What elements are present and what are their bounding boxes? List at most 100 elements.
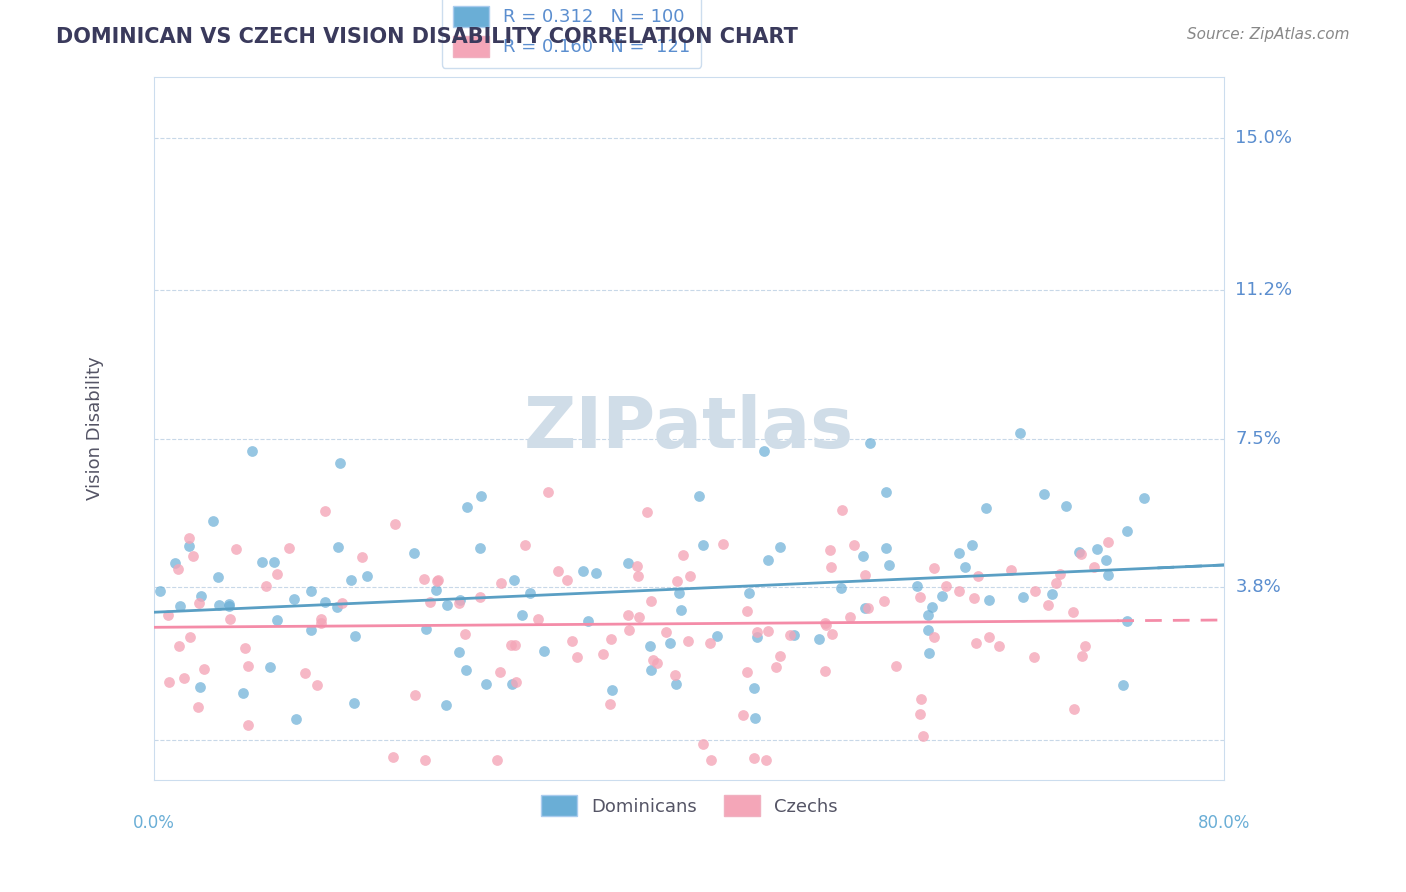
Point bbox=[299, 583, 322, 598]
Point bbox=[314, 595, 336, 609]
Text: 80.0%: 80.0% bbox=[1198, 814, 1250, 832]
Point bbox=[340, 573, 363, 587]
Point bbox=[699, 636, 721, 650]
Point bbox=[820, 542, 842, 557]
Point bbox=[742, 751, 765, 765]
Point bbox=[218, 599, 240, 613]
Point bbox=[252, 555, 274, 569]
Point bbox=[884, 658, 907, 673]
Point bbox=[1097, 568, 1119, 582]
Point bbox=[1097, 535, 1119, 549]
Point bbox=[456, 500, 478, 515]
Point bbox=[967, 569, 990, 583]
Point bbox=[735, 665, 758, 679]
Point bbox=[537, 485, 560, 500]
Point bbox=[1083, 560, 1105, 574]
Point bbox=[309, 616, 332, 631]
Point bbox=[1063, 702, 1085, 716]
Point bbox=[877, 558, 900, 573]
Point bbox=[179, 630, 201, 644]
Point bbox=[236, 718, 259, 732]
Point bbox=[254, 578, 277, 592]
Point bbox=[737, 586, 759, 600]
Point bbox=[1049, 566, 1071, 581]
Point bbox=[679, 568, 702, 582]
Point bbox=[527, 612, 550, 626]
Point bbox=[918, 646, 941, 660]
Point bbox=[436, 598, 458, 612]
Legend: Dominicans, Czechs: Dominicans, Czechs bbox=[530, 784, 849, 827]
Point bbox=[917, 623, 939, 637]
Point bbox=[636, 505, 658, 519]
Point bbox=[924, 561, 946, 575]
Point bbox=[284, 713, 307, 727]
Text: 0.0%: 0.0% bbox=[134, 814, 176, 832]
Point bbox=[167, 639, 190, 653]
Point bbox=[328, 540, 350, 554]
Point bbox=[783, 628, 806, 642]
Point bbox=[910, 691, 932, 706]
Point bbox=[193, 662, 215, 676]
Point bbox=[665, 677, 688, 691]
Point bbox=[412, 572, 434, 586]
Point bbox=[489, 665, 512, 679]
Text: Source: ZipAtlas.com: Source: ZipAtlas.com bbox=[1187, 27, 1350, 42]
Point bbox=[935, 579, 957, 593]
Point bbox=[856, 601, 879, 615]
Point bbox=[948, 584, 970, 599]
Point bbox=[1024, 583, 1046, 598]
Point bbox=[486, 753, 509, 767]
Point bbox=[669, 603, 692, 617]
Point bbox=[813, 665, 835, 679]
Point bbox=[1062, 606, 1084, 620]
Point bbox=[381, 750, 404, 764]
Point bbox=[576, 614, 599, 628]
Point bbox=[1022, 650, 1045, 665]
Point bbox=[190, 589, 212, 603]
Point bbox=[745, 625, 768, 640]
Point bbox=[309, 612, 332, 626]
Point bbox=[299, 624, 322, 638]
Point bbox=[402, 546, 425, 560]
Point bbox=[908, 707, 931, 722]
Point bbox=[931, 589, 953, 603]
Point bbox=[706, 629, 728, 643]
Point bbox=[747, 630, 769, 644]
Point bbox=[831, 503, 853, 517]
Point bbox=[188, 680, 211, 694]
Point bbox=[688, 489, 710, 503]
Point bbox=[207, 570, 229, 584]
Point bbox=[177, 531, 200, 545]
Point bbox=[807, 632, 830, 647]
Point bbox=[503, 638, 526, 652]
Point bbox=[813, 615, 835, 630]
Point bbox=[419, 595, 441, 609]
Point bbox=[426, 574, 449, 588]
Point bbox=[501, 677, 523, 691]
Point bbox=[692, 737, 714, 751]
Point bbox=[965, 636, 987, 650]
Point bbox=[592, 647, 614, 661]
Point bbox=[1040, 586, 1063, 600]
Point bbox=[456, 664, 478, 678]
Point bbox=[166, 562, 188, 576]
Point bbox=[454, 627, 477, 641]
Point bbox=[779, 627, 801, 641]
Point bbox=[668, 585, 690, 599]
Point bbox=[561, 634, 583, 648]
Point bbox=[1112, 678, 1135, 692]
Point bbox=[413, 753, 436, 767]
Text: 7.5%: 7.5% bbox=[1236, 430, 1281, 448]
Point bbox=[1045, 575, 1067, 590]
Point bbox=[917, 608, 939, 623]
Point bbox=[263, 555, 285, 569]
Point bbox=[912, 729, 935, 743]
Point bbox=[627, 568, 650, 582]
Point bbox=[470, 541, 492, 556]
Point bbox=[853, 568, 876, 582]
Point bbox=[1071, 648, 1094, 663]
Point bbox=[283, 591, 305, 606]
Point bbox=[988, 639, 1011, 653]
Point bbox=[853, 600, 876, 615]
Text: 3.8%: 3.8% bbox=[1236, 578, 1281, 596]
